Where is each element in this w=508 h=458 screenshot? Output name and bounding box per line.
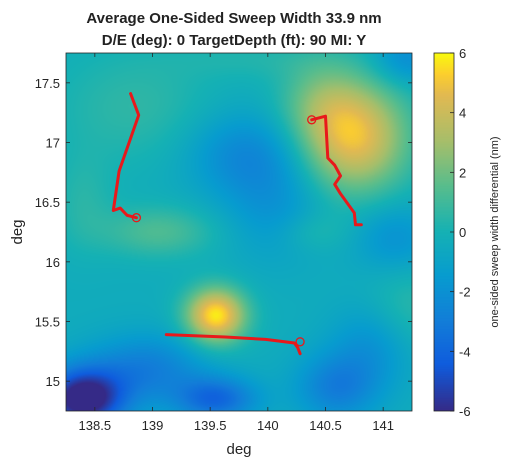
y-tick-label: 15.5 <box>35 315 60 330</box>
x-tick-label: 138.5 <box>79 418 112 433</box>
chart-title: Average One-Sided Sweep Width 33.9 nm <box>86 10 381 27</box>
colorbar-label: one-sided sweep width differential (nm) <box>489 136 501 327</box>
y-axis-label: deg <box>9 219 26 244</box>
heatmap-image <box>66 53 412 411</box>
colorbar-tick-label: -2 <box>459 285 471 300</box>
x-tick-label: 140.5 <box>309 418 342 433</box>
x-tick-label: 139.5 <box>194 418 227 433</box>
colorbar-tick-label: 4 <box>459 106 466 121</box>
y-tick-label: 17.5 <box>35 76 60 91</box>
plot-area: 138.5 139 139.5 140 140.5 141 15 15.5 16 16.5 17 1… <box>35 53 412 433</box>
x-tick-label: 140 <box>257 418 279 433</box>
colorbar-tick-label: -4 <box>459 344 471 359</box>
colorbar-tick-label: -6 <box>459 404 471 419</box>
y-tick-label: 16.5 <box>35 195 60 210</box>
colorbar: 6 4 2 0 -2 -4 -6 <box>434 46 471 419</box>
y-tick-label: 15 <box>46 374 60 389</box>
colorbar-tick-label: 6 <box>459 46 466 61</box>
colorbar-tick-label: 2 <box>459 165 466 180</box>
x-tick-label: 141 <box>372 418 394 433</box>
x-tick-label: 139 <box>142 418 164 433</box>
y-tick-label: 16 <box>46 255 60 270</box>
chart-subtitle: D/E (deg): 0 TargetDepth (ft): 90 MI: Y <box>102 32 366 49</box>
colorbar-tick-label: 0 <box>459 225 466 240</box>
x-axis-label: deg <box>226 441 251 458</box>
y-tick-label: 17 <box>46 136 60 151</box>
